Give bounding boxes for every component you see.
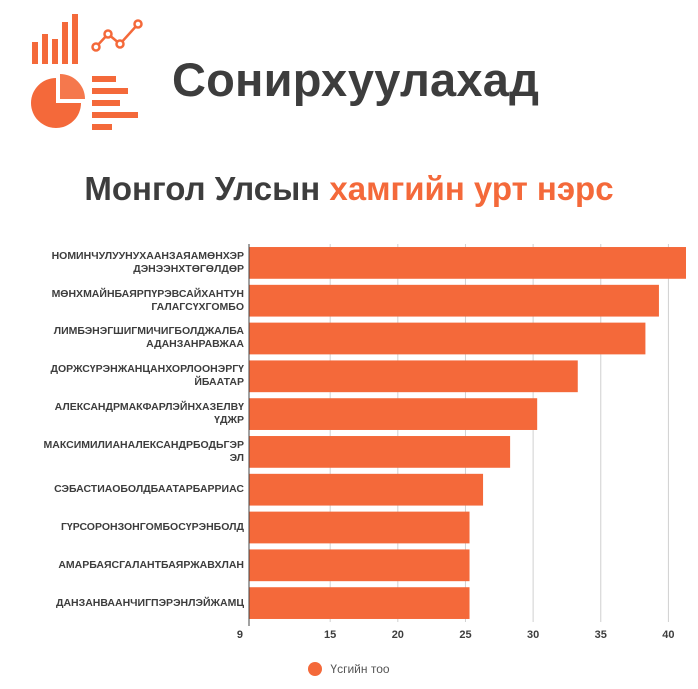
- category-label: АМАРБАЯСГАЛАНТБАЯРЖАВХЛАН: [58, 558, 244, 571]
- legend-label: Үсгийн тоо: [330, 662, 390, 676]
- x-tick-label: 40: [662, 629, 674, 641]
- x-tick-label: 15: [324, 629, 336, 641]
- bar: [249, 473, 484, 506]
- x-tick-label: 30: [527, 629, 539, 641]
- x-tick-label: 9: [237, 629, 243, 641]
- category-label: МӨНХМАЙНБАЯРПҮРЭВСАЙХАНТУН ГАЛАГСҮХГОМБО: [51, 287, 244, 313]
- x-tick-label: 20: [392, 629, 404, 641]
- category-label: АЛЕКСАНДРМАКФАРЛЭЙНХАЗЕЛВҮ ҮДЖР: [54, 401, 244, 427]
- bar: [249, 436, 511, 468]
- bar: [249, 398, 538, 430]
- legend: Үсгийн тоо: [0, 662, 698, 676]
- legend-marker-icon: [308, 662, 323, 676]
- bar: [249, 587, 470, 619]
- chart-title-part1: Монгол Улсын: [84, 170, 321, 207]
- x-tick-label: 35: [595, 629, 607, 641]
- category-label: ГҮРСОРОНЗОНГОМБОСҮРЭНБОЛД: [60, 520, 244, 533]
- category-label: ЛИМБЭНЭГШИГМИЧИГБОЛДЖАЛБА АДАНЗАНРАВЖАА: [53, 325, 244, 351]
- bar: [249, 322, 646, 355]
- page-title: Сонирхуулахад: [172, 53, 540, 106]
- category-label: НОМИНЧУЛУУНУХААНЗАЯАМӨНХЭР ДЭНЭЭНХТӨГӨЛДӨ…: [51, 249, 244, 275]
- category-label: ДАНЗАНВААНЧИГПЭРЭНЛЭЙЖАМЦ: [55, 596, 244, 609]
- bar: [249, 247, 686, 279]
- charts-logo-icon: [30, 12, 152, 132]
- chart-title: Монгол Улсын хамгийн урт нэрс: [0, 170, 698, 208]
- category-label: МАКСИМИЛИАНАЛЕКСАНДРБОДЬГЭР ЭЛ: [43, 438, 244, 464]
- bar: [249, 284, 659, 317]
- category-label: СЭБАСТИАОБОЛДБААТАРБАРРИАС: [54, 483, 244, 496]
- x-tick-label: 25: [459, 629, 471, 641]
- category-label: ДОРЖСҮРЭНЖАНЦАНХОРЛООНЭРГҮ ЙБААТАР: [50, 363, 244, 389]
- chart-title-part2: хамгийн урт нэрс: [329, 170, 614, 207]
- bar: [249, 360, 578, 393]
- bar: [249, 511, 470, 544]
- bar: [249, 549, 470, 582]
